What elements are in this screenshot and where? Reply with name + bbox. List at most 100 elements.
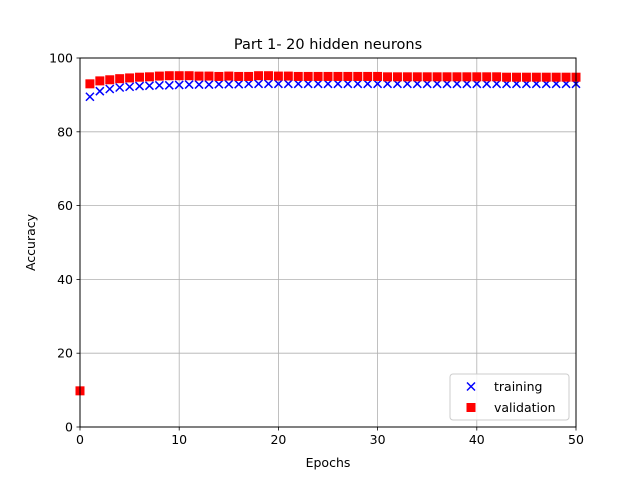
validation-point: [333, 71, 343, 81]
training-point: [363, 79, 373, 89]
validation-point: [561, 72, 571, 82]
x-tick-label: 40: [469, 432, 485, 447]
data-markers: [75, 71, 581, 396]
validation-point: [204, 71, 214, 81]
validation-point: [273, 71, 283, 81]
legend-x-marker: [466, 381, 476, 392]
axis-ticks: 0 10 20 30 40 50 0 20 40 60 80 100: [49, 51, 584, 448]
validation-point: [313, 71, 323, 81]
training-point: [204, 80, 214, 90]
training-point: [105, 84, 115, 94]
x-tick-label: 0: [76, 432, 84, 447]
validation-point: [452, 72, 462, 82]
training-point: [323, 79, 333, 89]
y-tick-label: 100: [49, 51, 73, 66]
training-point: [184, 80, 194, 90]
x-tick-label: 30: [370, 432, 386, 447]
legend-validation-marker: [466, 403, 476, 412]
validation-point: [422, 72, 432, 82]
validation-point: [263, 71, 273, 81]
training-point: [144, 81, 154, 91]
training-point: [244, 79, 254, 89]
training-point: [303, 79, 313, 89]
training-point: [254, 79, 264, 89]
validation-point: [482, 72, 492, 82]
legend: training validation: [449, 373, 570, 421]
validation-point: [85, 79, 95, 89]
grid: [79, 57, 577, 428]
x-tick-label: 10: [171, 432, 187, 447]
validation-point: [174, 71, 184, 81]
validation-point: [373, 71, 383, 81]
validation-point: [303, 71, 313, 81]
validation-point: [244, 71, 254, 81]
x-tick-label: 20: [270, 432, 286, 447]
training-point: [164, 80, 174, 90]
training-point: [85, 92, 95, 102]
validation-point: [412, 72, 422, 82]
chart-title: Part 1- 20 hidden neurons: [234, 37, 422, 53]
validation-point: [551, 72, 561, 82]
validation-point: [511, 72, 521, 82]
y-tick-label: 60: [57, 198, 73, 213]
training-point: [263, 79, 274, 89]
plot-area: [80, 58, 576, 427]
validation-point: [363, 71, 373, 81]
x-axis-label: Epochs: [306, 455, 351, 470]
validation-point: [184, 71, 194, 81]
training-point: [313, 79, 323, 89]
legend-validation-label: validation: [494, 400, 556, 415]
training-point: [333, 79, 343, 89]
training-point: [224, 79, 234, 89]
x-tick-label: 50: [568, 432, 584, 447]
validation-point: [462, 72, 472, 82]
y-tick-label: 40: [57, 272, 73, 287]
validation-point: [353, 71, 363, 81]
legend-square-marker: [466, 403, 476, 412]
validation-point: [293, 71, 303, 81]
y-tick-label: 20: [57, 346, 73, 361]
validation-point: [164, 71, 174, 81]
validation-point: [502, 72, 512, 82]
training-point: [174, 80, 184, 90]
validation-point: [492, 72, 502, 82]
y-tick-label: 80: [57, 124, 73, 139]
validation-point: [194, 71, 204, 81]
validation-point: [115, 74, 125, 84]
legend-box: [449, 373, 570, 421]
training-point: [134, 81, 145, 91]
training-point: [194, 80, 204, 90]
training-point: [125, 82, 135, 92]
validation-point: [214, 71, 224, 81]
validation-point: [343, 71, 353, 81]
validation-point: [383, 72, 393, 82]
validation-point: [283, 71, 293, 81]
training-point: [154, 80, 164, 90]
validation-point: [472, 72, 482, 82]
validation-point: [95, 76, 105, 86]
plot-frame: [79, 57, 577, 428]
validation-point: [432, 72, 442, 82]
validation-point: [442, 72, 452, 82]
validation-point: [254, 71, 264, 81]
validation-point: [392, 72, 402, 82]
validation-point: [323, 71, 333, 81]
validation-point: [531, 72, 541, 82]
training-point: [283, 79, 293, 89]
training-point: [373, 79, 383, 89]
training-point: [95, 86, 105, 96]
y-tick-label: 0: [65, 420, 73, 435]
validation-point: [135, 72, 145, 82]
training-point: [234, 79, 244, 89]
training-point: [115, 82, 125, 93]
legend-training-label: training: [494, 379, 542, 394]
validation-point: [125, 73, 135, 83]
legend-training-marker: [466, 381, 476, 392]
validation-point: [541, 72, 551, 82]
training-point: [214, 79, 224, 89]
validation-point: [402, 72, 412, 82]
training-point: [343, 79, 353, 89]
validation-point: [224, 71, 234, 81]
